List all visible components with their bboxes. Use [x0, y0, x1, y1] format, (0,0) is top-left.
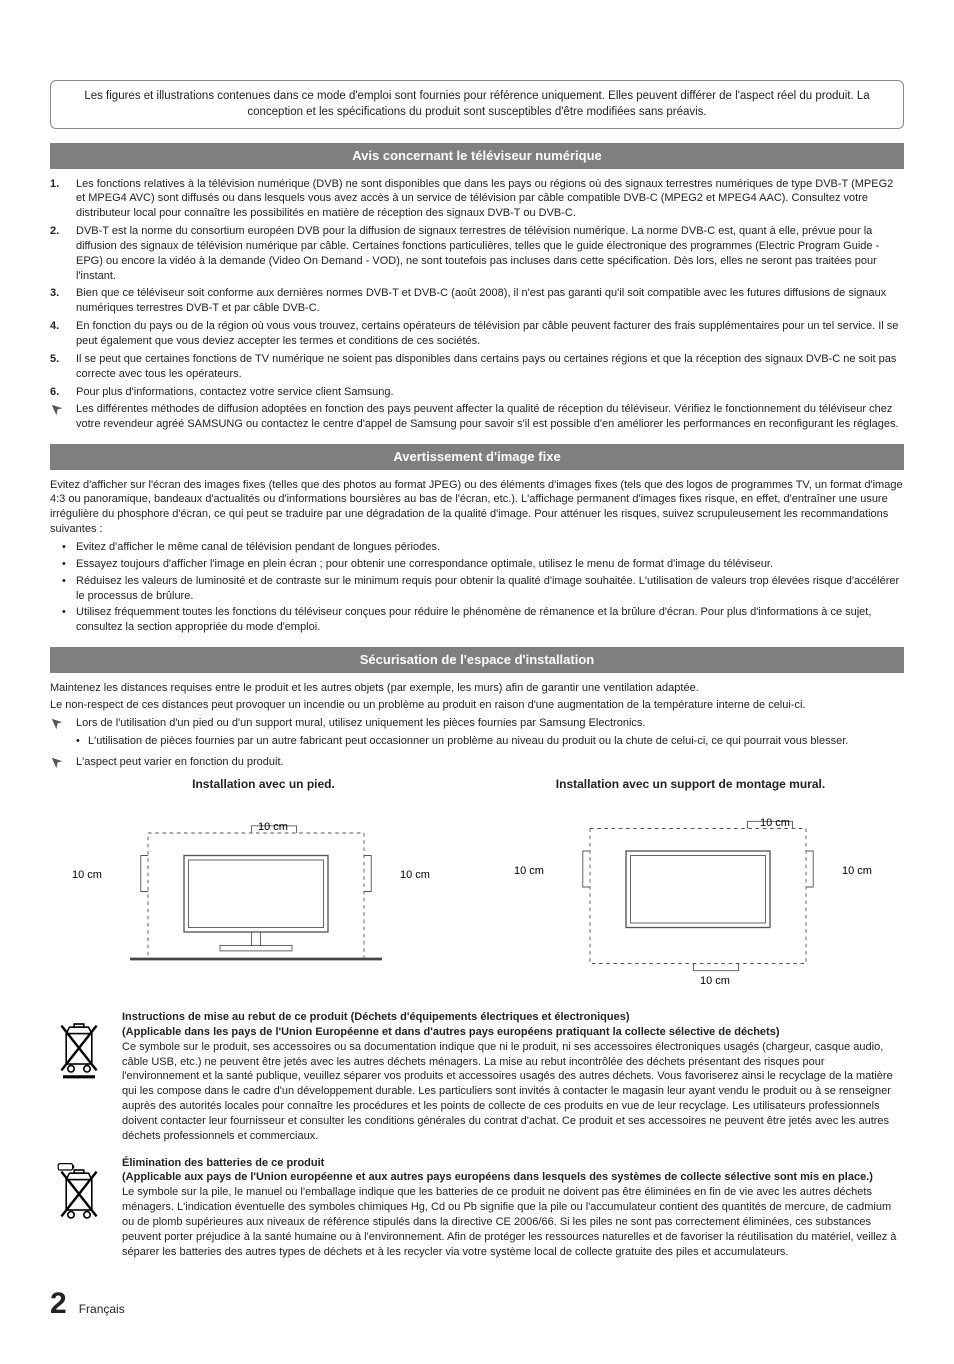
label-right-stand: 10 cm	[400, 868, 430, 883]
section1-item-4: En fonction du pays ou de la région où v…	[76, 320, 898, 347]
recycle1-body: Ce symbole sur le produit, ses accessoir…	[122, 1040, 904, 1144]
section1-item-1: Les fonctions relatives à la télévision …	[76, 178, 893, 220]
diagram-stand: 10 cm 10 cm 10 cm	[50, 806, 462, 986]
section1-item-5: Il se peut que certaines fonctions de TV…	[76, 353, 896, 380]
section2-bullet-4: Utilisez fréquemment toutes les fonction…	[76, 606, 871, 633]
section3-intro1: Maintenez les distances requises entre l…	[50, 681, 904, 696]
battery-icon	[50, 1156, 108, 1260]
page-number: 2	[50, 1284, 67, 1325]
section2-bullets: Evitez d'afficher le même canal de télév…	[50, 540, 904, 635]
section3-intro2: Le non-respect de ces distances peut pro…	[50, 698, 904, 713]
label-top-wall: 10 cm	[760, 816, 790, 831]
label-top-stand: 10 cm	[258, 820, 288, 835]
section1-title: Avis concernant le téléviseur numérique	[50, 143, 904, 169]
recycle-block-1: Instructions de mise au rebut de ce prod…	[50, 1010, 904, 1144]
section1-item-6: Pour plus d'informations, contactez votr…	[76, 386, 394, 398]
label-right-wall: 10 cm	[842, 864, 872, 879]
page-language: Français	[79, 1301, 125, 1317]
section3-note1-sub: L'utilisation de pièces fournies par un …	[50, 734, 904, 749]
label-left-wall: 10 cm	[514, 864, 544, 879]
section2-intro: Evitez d'afficher sur l'écran des images…	[50, 478, 904, 537]
section3-note1: Lors de l'utilisation d'un pied ou d'un …	[50, 716, 904, 731]
top-notice-box: Les figures et illustrations contenues d…	[50, 80, 904, 129]
install-wall-title: Installation avec un support de montage …	[477, 776, 904, 792]
recycle1-text: Instructions de mise au rebut de ce prod…	[122, 1010, 904, 1144]
top-notice-text: Les figures et illustrations contenues d…	[84, 90, 869, 118]
recycle-block-2: Élimination des batteries de ce produit …	[50, 1156, 904, 1260]
section3-note2: L'aspect peut varier en fonction du prod…	[50, 755, 904, 770]
recycle2-title: Élimination des batteries de ce produit	[122, 1156, 904, 1171]
section1-list: 1.Les fonctions relatives à la télévisio…	[50, 177, 904, 400]
section3-note2-text: L'aspect peut varier en fonction du prod…	[76, 756, 284, 768]
section2-bullet-3: Réduisez les valeurs de luminosité et de…	[76, 575, 899, 602]
note-icon	[50, 756, 64, 775]
label-bottom-wall: 10 cm	[700, 974, 730, 989]
section2-bullet-2: Essayez toujours d'afficher l'image en p…	[76, 558, 773, 570]
section2-bullet-1: Evitez d'afficher le même canal de télév…	[76, 541, 440, 553]
section1-item-2: DVB-T est la norme du consortium europée…	[76, 225, 879, 282]
install-titles: Installation avec un pied. Installation …	[50, 776, 904, 792]
section1-note-text: Les différentes méthodes de diffusion ad…	[76, 403, 899, 430]
section3-title: Sécurisation de l'espace d'installation	[50, 647, 904, 673]
recycle1-subtitle: (Applicable dans les pays de l'Union Eur…	[122, 1025, 904, 1040]
recycle2-body: Le symbole sur la pile, le manuel ou l'e…	[122, 1185, 904, 1259]
recycle1-title: Instructions de mise au rebut de ce prod…	[122, 1010, 904, 1025]
section2-title: Avertissement d'image fixe	[50, 444, 904, 470]
weee-icon	[50, 1010, 108, 1144]
install-diagrams: 10 cm 10 cm 10 cm 10 cm 10 cm 10 cm 10 c…	[50, 806, 904, 986]
section3-note1-text: Lors de l'utilisation d'un pied ou d'un …	[76, 717, 645, 729]
note-icon	[50, 403, 64, 422]
section1-item-3: Bien que ce téléviseur soit conforme aux…	[76, 287, 886, 314]
install-stand-title: Installation avec un pied.	[50, 776, 477, 792]
diagram-wall: 10 cm 10 cm 10 cm 10 cm	[492, 806, 904, 986]
recycle2-subtitle: (Applicable aux pays de l'Union européen…	[122, 1170, 904, 1185]
page-footer: 2 Français	[50, 1284, 904, 1325]
section1-note: Les différentes méthodes de diffusion ad…	[50, 402, 904, 432]
recycle2-text: Élimination des batteries de ce produit …	[122, 1156, 904, 1260]
label-left-stand: 10 cm	[72, 868, 102, 883]
